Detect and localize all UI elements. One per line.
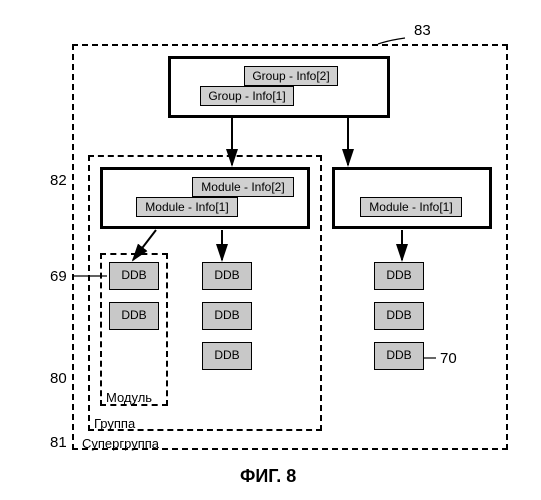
ref-81: 81	[50, 434, 67, 451]
ddb-box: DDB	[202, 302, 252, 330]
ref-70: 70	[440, 350, 457, 367]
ref-83: 83	[414, 22, 431, 39]
ref-82: 82	[50, 172, 67, 189]
group-info-1: Group - Info[1]	[200, 86, 294, 106]
ddb-box: DDB	[202, 342, 252, 370]
figure-caption: ФИГ. 8	[240, 466, 296, 487]
ref-80: 80	[50, 370, 67, 387]
module-info-1-left: Module - Info[1]	[136, 197, 238, 217]
module-label: Модуль	[106, 390, 152, 405]
group-label: Группа	[94, 416, 135, 431]
module-info-2: Module - Info[2]	[192, 177, 294, 197]
ddb-box: DDB	[109, 262, 159, 290]
ddb-box: DDB	[374, 302, 424, 330]
ddb-box: DDB	[202, 262, 252, 290]
module-info-1-right: Module - Info[1]	[360, 197, 462, 217]
group-info-2: Group - Info[2]	[244, 66, 338, 86]
ddb-box: DDB	[374, 342, 424, 370]
ref-69: 69	[50, 268, 67, 285]
supergroup-label: Супергруппа	[82, 436, 159, 451]
ddb-box: DDB	[374, 262, 424, 290]
ddb-box: DDB	[109, 302, 159, 330]
figure-stage: Group - Info[2] Group - Info[1] Module -…	[0, 0, 541, 500]
